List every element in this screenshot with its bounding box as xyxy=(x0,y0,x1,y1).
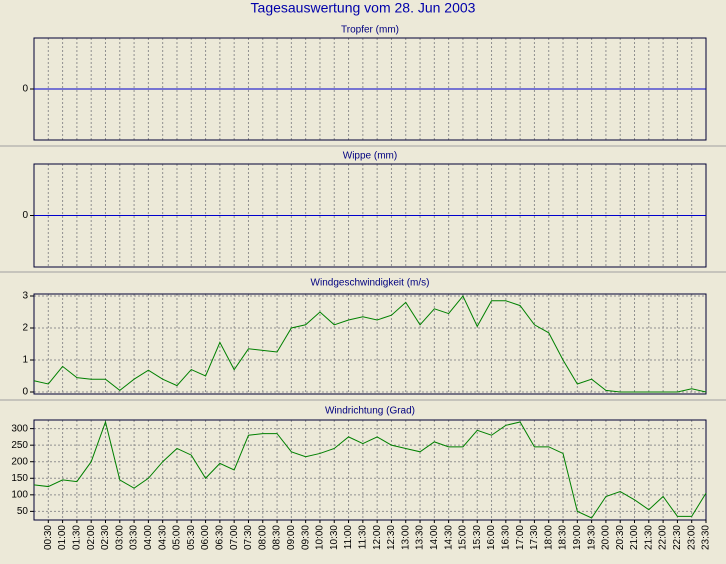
x-tick-label: 17:00 xyxy=(515,525,526,550)
x-tick-label: 04:00 xyxy=(143,525,154,550)
x-tick-label: 22:00 xyxy=(658,525,669,550)
x-tick-label: 08:30 xyxy=(272,525,283,550)
x-tick-label: 17:30 xyxy=(529,525,540,550)
y-tick-label: 1 xyxy=(22,355,28,366)
page-title: Tagesauswertung vom 28. Jun 2003 xyxy=(251,0,476,16)
x-tick-label: 03:00 xyxy=(114,525,125,550)
x-tick-label: 09:00 xyxy=(286,525,297,550)
x-tick-label: 00:30 xyxy=(43,525,54,550)
x-tick-label: 14:00 xyxy=(429,525,440,550)
x-tick-label: 20:00 xyxy=(601,525,612,550)
chart-title: Tropfer (mm) xyxy=(341,25,399,36)
x-tick-label: 11:30 xyxy=(357,525,368,550)
x-tick-label: 03:30 xyxy=(129,525,140,550)
x-tick-label: 02:30 xyxy=(100,525,111,550)
chart-title: Windrichtung (Grad) xyxy=(325,406,415,417)
y-tick-label: 3 xyxy=(22,291,28,302)
data-line xyxy=(33,420,707,519)
x-tick-label: 19:00 xyxy=(572,525,583,550)
x-tick-label: 04:30 xyxy=(157,525,168,550)
y-tick-label: 100 xyxy=(11,489,28,500)
x-tick-label: 08:00 xyxy=(257,525,268,550)
chart-title: Wippe (mm) xyxy=(343,151,397,162)
y-tick-label: 0 xyxy=(22,387,28,398)
x-tick-label: 13:00 xyxy=(400,525,411,550)
y-tick-label: 0 xyxy=(22,210,28,221)
x-tick-label: 21:00 xyxy=(629,525,640,550)
x-tick-label: 15:30 xyxy=(472,525,483,550)
x-tick-label: 14:30 xyxy=(443,525,454,550)
x-tick-label: 15:00 xyxy=(458,525,469,550)
x-tick-label: 05:30 xyxy=(186,525,197,550)
y-tick-label: 300 xyxy=(11,423,28,434)
x-tick-label: 09:30 xyxy=(300,525,311,550)
y-tick-label: 150 xyxy=(11,473,28,484)
chart-title: Windgeschwindigkeit (m/s) xyxy=(311,278,430,289)
x-tick-label: 01:00 xyxy=(57,525,68,550)
x-tick-label: 07:00 xyxy=(229,525,240,550)
x-tick-label: 18:00 xyxy=(543,525,554,550)
x-tick-label: 22:30 xyxy=(672,525,683,550)
x-tick-label: 11:00 xyxy=(343,525,354,550)
x-tick-label: 12:30 xyxy=(386,525,397,550)
x-tick-label: 10:30 xyxy=(329,525,340,550)
x-tick-label: 21:30 xyxy=(643,525,654,550)
x-tick-label: 06:00 xyxy=(200,525,211,550)
x-tick-label: 07:30 xyxy=(243,525,254,550)
y-tick-label: 0 xyxy=(22,84,28,95)
x-tick-label: 10:00 xyxy=(315,525,326,550)
x-tick-label: 12:00 xyxy=(372,525,383,550)
plot-frame xyxy=(33,293,707,395)
x-tick-label: 16:30 xyxy=(500,525,511,550)
x-tick-label: 05:00 xyxy=(172,525,183,550)
x-tick-label: 01:30 xyxy=(72,525,83,550)
x-tick-label: 02:00 xyxy=(86,525,97,550)
plot-frame xyxy=(33,419,707,521)
y-tick-label: 2 xyxy=(22,323,28,334)
y-tick-label: 200 xyxy=(11,456,28,467)
y-tick-label: 250 xyxy=(11,440,28,451)
x-tick-label: 06:30 xyxy=(215,525,226,550)
data-line xyxy=(33,295,707,393)
x-tick-label: 20:30 xyxy=(615,525,626,550)
x-tick-label: 19:30 xyxy=(586,525,597,550)
x-tick-label: 23:30 xyxy=(701,525,712,550)
x-tick-label: 23:00 xyxy=(686,525,697,550)
x-tick-label: 16:00 xyxy=(486,525,497,550)
x-tick-label: 18:30 xyxy=(558,525,569,550)
y-tick-label: 50 xyxy=(17,506,29,517)
x-tick-label: 13:30 xyxy=(415,525,426,550)
